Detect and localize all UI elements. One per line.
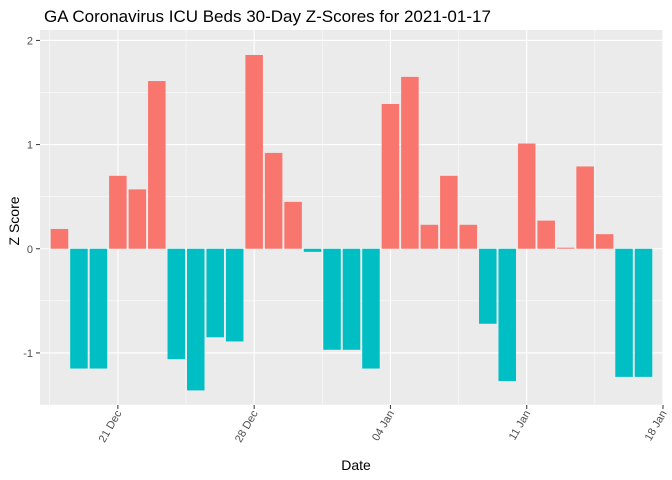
y-axis: -1 0 1 2 [23, 35, 40, 360]
bar [498, 248, 517, 382]
chart-title: GA Coronavirus ICU Beds 30-Day Z-Scores … [44, 7, 491, 26]
x-tick-label: 11 Jan [507, 409, 534, 443]
bar [401, 76, 419, 249]
bar [89, 248, 108, 369]
bar [381, 103, 400, 249]
bar [264, 152, 283, 249]
bar [459, 224, 478, 249]
bar [70, 248, 88, 369]
bar [576, 166, 594, 249]
y-tick-label: 2 [27, 35, 33, 47]
bar [186, 248, 205, 391]
bar [245, 55, 263, 249]
x-axis: 21 Dec 28 Dec 04 Jan 11 Jan 18 Jan [97, 405, 670, 445]
bar [148, 81, 166, 249]
bar [284, 201, 302, 249]
bar [206, 248, 224, 338]
x-tick-label: 18 Jan [643, 409, 670, 444]
x-tick-label: 04 Jan [370, 409, 397, 444]
bar [128, 189, 147, 249]
y-tick-label: -1 [23, 348, 33, 360]
bar [323, 248, 341, 350]
bar [615, 248, 633, 377]
bar [362, 248, 380, 369]
bar [634, 248, 653, 377]
bar [556, 247, 575, 249]
bar [537, 220, 555, 249]
x-tick-label: 21 Dec [97, 408, 125, 445]
bar [225, 248, 244, 342]
y-tick-label: 0 [27, 244, 33, 256]
bar [342, 248, 361, 350]
bars [50, 55, 653, 391]
bar [440, 175, 458, 249]
bar [50, 228, 69, 249]
y-tick-label: 1 [27, 140, 33, 152]
bar [479, 248, 497, 324]
bar [517, 143, 536, 249]
bar [420, 224, 439, 249]
bar [167, 248, 186, 360]
x-tick-label: 28 Dec [233, 408, 261, 445]
bar [109, 175, 127, 249]
bar [595, 234, 614, 249]
y-axis-title: Z Score [6, 196, 22, 245]
x-axis-title: Date [341, 457, 371, 473]
bar [303, 248, 322, 252]
